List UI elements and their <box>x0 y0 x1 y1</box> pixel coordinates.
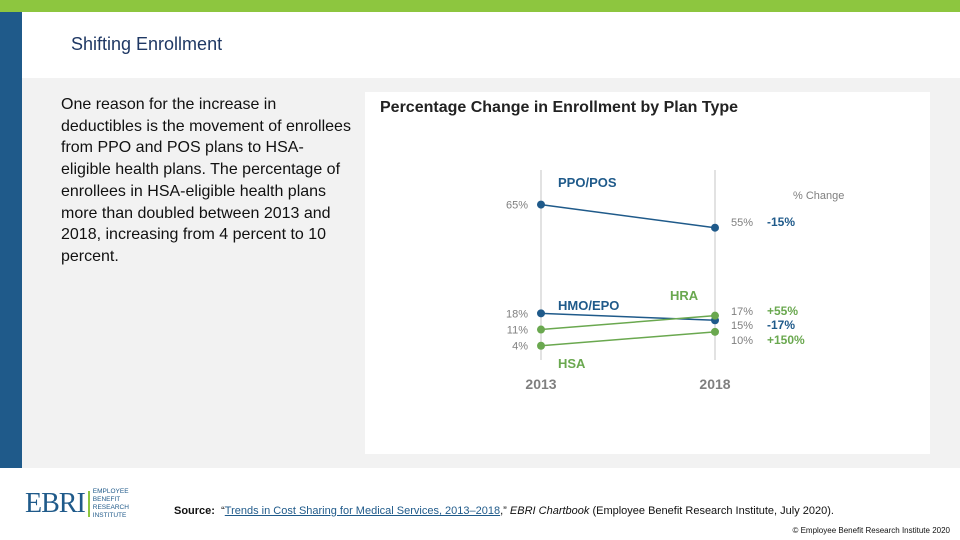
value-label-ppo-pos-2018: 55% <box>731 217 753 229</box>
chart-panel <box>365 92 930 454</box>
data-point-ppo-pos-2018 <box>711 223 719 232</box>
x-tick-label-2018: 2018 <box>699 376 730 392</box>
value-label-hra-2013: 11% <box>507 325 528 337</box>
footer <box>0 468 960 540</box>
change-label-hra: +55% <box>767 304 798 318</box>
body-text: One reason for the increase in deductibl… <box>61 96 351 265</box>
data-point-ppo-pos-2013 <box>537 200 545 209</box>
value-label-hmo-epo-2018: 15% <box>731 320 753 332</box>
series-name-hsa: HSA <box>558 356 586 371</box>
change-header: % Change <box>793 190 844 202</box>
value-label-hsa-2013: 4% <box>512 341 528 353</box>
source-label: Source: <box>174 505 215 517</box>
series-name-hmo-epo: HMO/EPO <box>558 298 619 313</box>
source-quote-close: ,” <box>500 505 510 517</box>
left-accent-bar <box>0 12 22 468</box>
top-accent-bar <box>0 0 960 12</box>
copyright: © Employee Benefit Research Institute 20… <box>792 526 950 535</box>
source-publication: EBRI Chartbook <box>509 505 590 517</box>
series-line-hra <box>540 314 716 331</box>
logo-divider <box>87 491 90 517</box>
series-line-ppo-pos <box>540 203 716 229</box>
series-line-hmo-epo <box>540 312 716 322</box>
series-name-hra: HRA <box>670 288 699 303</box>
value-label-hsa-2018: 10% <box>731 335 753 347</box>
change-label-hmo-epo: -17% <box>767 318 795 332</box>
change-label-ppo-pos: -15% <box>767 215 795 229</box>
value-label-ppo-pos-2013: 65% <box>506 200 528 212</box>
source-link[interactable]: Trends in Cost Sharing for Medical Servi… <box>224 505 501 517</box>
logo-subtitle: EMPLOYEE BENEFIT RESEARCH INSTITUTE <box>92 488 129 519</box>
data-point-hra-2013 <box>537 325 545 334</box>
x-tick-label-2013: 2013 <box>525 376 556 392</box>
data-point-hsa-2013 <box>537 341 545 350</box>
slide-title: Shifting Enrollment <box>71 34 223 54</box>
data-point-hra-2018 <box>711 311 719 320</box>
chart-title: Percentage Change in Enrollment by Plan … <box>380 99 739 116</box>
source-quote-open: “ <box>221 505 225 517</box>
logo-wordmark: EBRI <box>25 488 86 519</box>
series-name-ppo-pos: PPO/POS <box>558 175 617 190</box>
value-label-hmo-epo-2013: 18% <box>506 308 528 320</box>
data-point-hmo-epo-2013 <box>537 309 545 318</box>
ebri-logo: EBRI EMPLOYEE BENEFIT RESEARCH INSTITUTE <box>25 488 157 520</box>
source-citation: Source: “Trends in Cost Sharing for Medi… <box>174 505 834 517</box>
source-details: (Employee Benefit Research Institute, Ju… <box>589 505 834 517</box>
data-point-hsa-2018 <box>711 327 719 336</box>
change-label-hsa: +150% <box>767 333 805 347</box>
title-bar <box>22 12 960 78</box>
series-line-hsa <box>540 331 716 347</box>
value-label-hra-2018: 17% <box>731 306 753 318</box>
enrollment-chart: 2013 2018 % Change 65% 55% -15% PPO/POS 18% 15% -… <box>506 170 844 392</box>
